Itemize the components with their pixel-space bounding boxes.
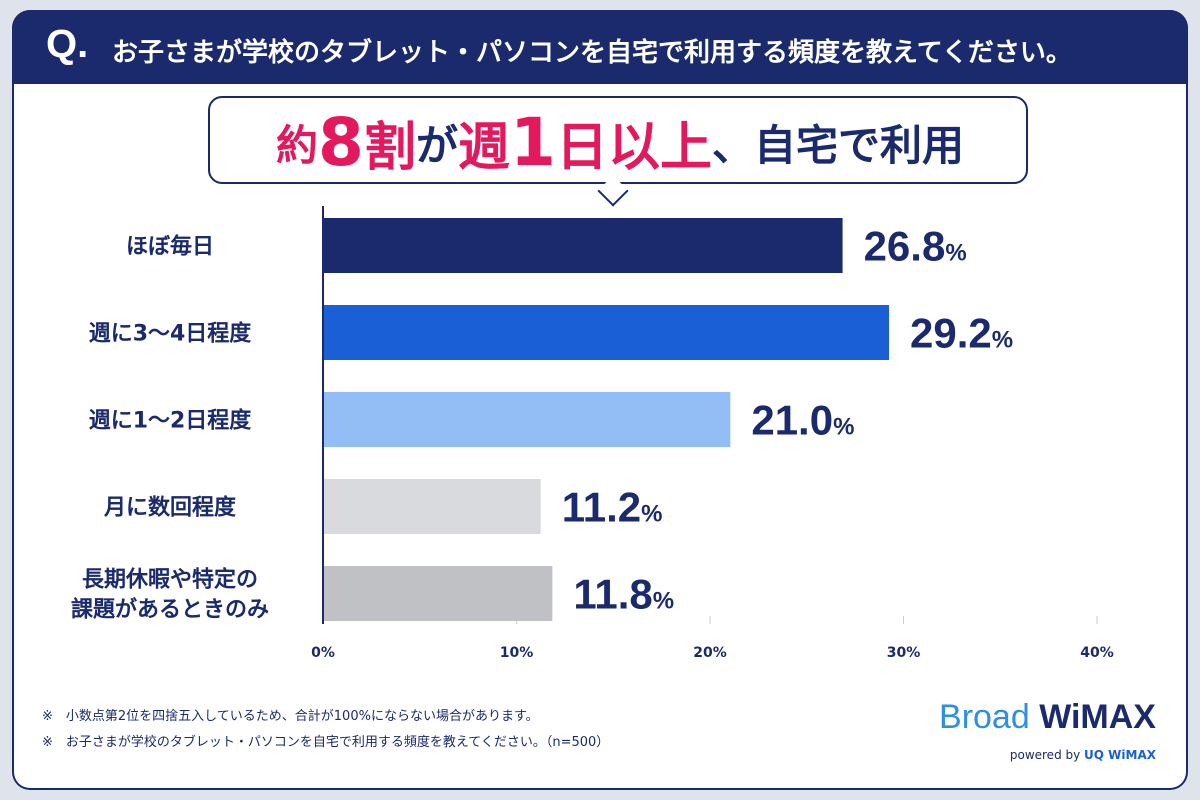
frequency-bar-chart: 0% 10% 20% 30% 40% ほぼ毎日 26.8% 週に3～4日程度 29.2% 週に1～… bbox=[71, 206, 1114, 661]
headline-part-1: 約 bbox=[276, 120, 319, 170]
headline-part-8: 、自宅で利用 bbox=[711, 120, 964, 170]
value-unit: % bbox=[641, 501, 662, 528]
footnotes: ※ 小数点第2位を四捨五入しているため、合計が100%にならない場合があります。… bbox=[42, 704, 609, 756]
headline-part-3: 割 bbox=[363, 117, 416, 178]
headline-part-4: が bbox=[415, 120, 458, 170]
bar-2 bbox=[324, 305, 890, 360]
value-unit: % bbox=[653, 588, 674, 615]
value-label: 21.0% bbox=[751, 397, 854, 444]
value-number: 21.0 bbox=[751, 397, 833, 444]
bar-4 bbox=[324, 479, 541, 534]
bar-1 bbox=[324, 218, 843, 273]
bar-5 bbox=[324, 566, 553, 621]
footnote-rounding: ※ 小数点第2位を四捨五入しているため、合計が100%にならない場合があります。 bbox=[42, 709, 539, 724]
headline-part-6: 1 bbox=[510, 103, 556, 181]
headline: 約 8 割 が 週 1 日以上 、自宅で利用 bbox=[210, 98, 1030, 186]
powered-by-brand: UQ WiMAX bbox=[1084, 748, 1156, 762]
category-label: 課題があるときのみ bbox=[71, 597, 269, 623]
value-label: 26.8% bbox=[864, 223, 967, 270]
headline-part-5: 週 bbox=[458, 117, 511, 178]
x-tick-label: 10% bbox=[500, 645, 534, 661]
x-tick-label: 0% bbox=[311, 645, 335, 661]
powered-by: powered by UQ WiMAX bbox=[1010, 748, 1156, 762]
value-number: 29.2 bbox=[910, 310, 992, 357]
value-number: 26.8 bbox=[864, 223, 946, 270]
category-label: 週に3～4日程度 bbox=[89, 321, 253, 347]
value-label: 11.8% bbox=[573, 571, 674, 618]
category-label: 週に1～2日程度 bbox=[89, 408, 253, 434]
value-number: 11.2 bbox=[562, 484, 641, 531]
headline-part-7: 日以上 bbox=[555, 117, 712, 178]
value-unit: % bbox=[945, 240, 966, 267]
powered-by-label: powered by bbox=[1009, 748, 1085, 762]
category-label: ほぼ毎日 bbox=[126, 235, 214, 260]
footnote-question: ※ お子さまが学校のタブレット・パソコンを自宅で利用する頻度を教えてください。（… bbox=[42, 735, 610, 750]
infographic-card: Q. お子さまが学校のタブレット・パソコンを自宅で利用する頻度を教えてください。… bbox=[12, 10, 1188, 790]
brand-name-part-2: WiMAX bbox=[1029, 698, 1156, 736]
category-label: 月に数回程度 bbox=[103, 495, 237, 521]
value-unit: % bbox=[833, 414, 854, 441]
x-tick-label: 30% bbox=[887, 645, 921, 661]
category-label: 長期休暇や特定の bbox=[82, 567, 258, 593]
question-text: お子さまが学校のタブレット・パソコンを自宅で利用する頻度を教えてください。 bbox=[112, 38, 1072, 68]
brand-name-part-1: Broad bbox=[939, 698, 1030, 736]
headline-part-2: 8 bbox=[318, 103, 364, 181]
brand-name: Broad WiMAX bbox=[939, 698, 1156, 737]
x-tick-label: 20% bbox=[693, 645, 727, 661]
x-tick-label: 40% bbox=[1080, 645, 1114, 661]
value-label: 29.2% bbox=[910, 310, 1013, 357]
value-unit: % bbox=[992, 327, 1013, 354]
value-number: 11.8 bbox=[573, 571, 652, 618]
brand-logo: Broad WiMAX powered by UQ WiMAX bbox=[916, 698, 1156, 768]
question-header: Q. お子さまが学校のタブレット・パソコンを自宅で利用する頻度を教えてください。 bbox=[12, 10, 1188, 84]
value-label: 11.2% bbox=[562, 484, 663, 531]
question-mark-label: Q. bbox=[46, 22, 89, 66]
bar-3 bbox=[324, 392, 731, 447]
